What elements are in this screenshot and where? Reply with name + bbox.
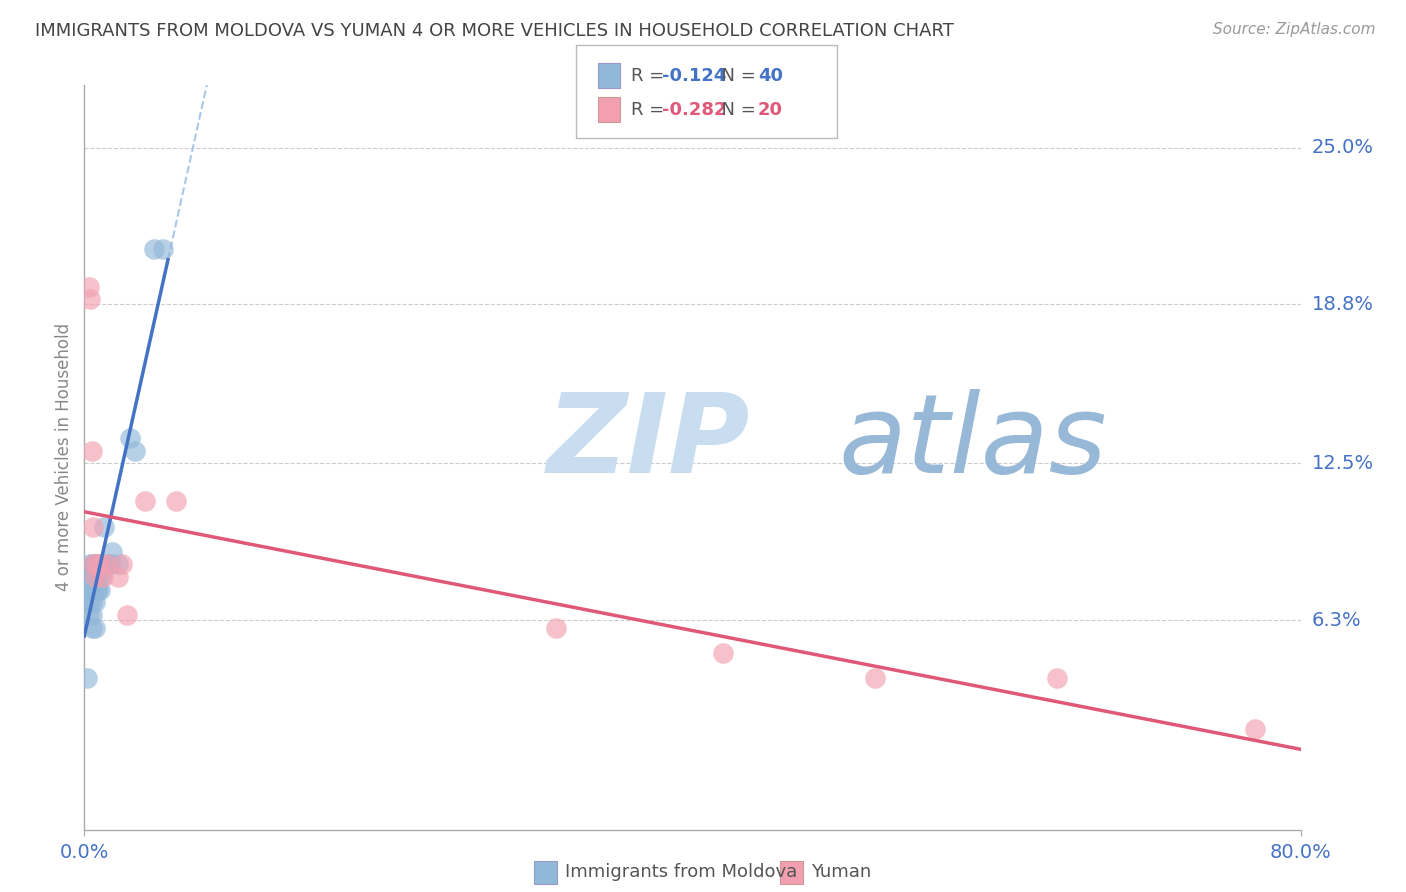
Text: Source: ZipAtlas.com: Source: ZipAtlas.com (1212, 22, 1375, 37)
Text: R =: R = (631, 101, 671, 119)
Point (863, 671, 886, 685)
Point (82, 558, 104, 572)
Text: IMMIGRANTS FROM MOLDOVA VS YUMAN 4 OR MORE VEHICLES IN HOUSEHOLD CORRELATION CHA: IMMIGRANTS FROM MOLDOVA VS YUMAN 4 OR MO… (35, 22, 955, 40)
Point (86, 558, 108, 572)
Point (80, 582, 103, 597)
Point (87, 582, 110, 597)
Text: 18.8%: 18.8% (1312, 295, 1374, 314)
Text: 25.0%: 25.0% (1312, 138, 1374, 157)
Point (98, 558, 121, 572)
Text: N =: N = (710, 101, 762, 119)
Point (115, 607, 138, 622)
Point (89, 558, 111, 572)
Text: Immigrants from Moldova: Immigrants from Moldova (565, 863, 797, 881)
Point (82, 582, 104, 597)
Point (124, 443, 146, 458)
Point (79, 582, 101, 597)
Point (89, 582, 111, 597)
Point (79, 570, 101, 584)
Point (91, 558, 114, 572)
Point (143, 242, 166, 256)
Text: 12.5%: 12.5% (1312, 454, 1374, 473)
Point (711, 646, 734, 660)
Point (84, 570, 107, 584)
Point (82, 519, 104, 533)
Point (165, 494, 187, 508)
Text: 40: 40 (758, 67, 783, 85)
Point (90, 570, 112, 584)
Point (118, 431, 141, 445)
Point (152, 242, 174, 256)
Text: N =: N = (710, 67, 762, 85)
Point (79, 293, 101, 307)
Point (80, 607, 103, 622)
Point (82, 570, 104, 584)
Point (97, 558, 120, 572)
Point (544, 621, 567, 635)
Point (80, 570, 103, 584)
Point (134, 494, 156, 508)
Text: 6.3%: 6.3% (1312, 610, 1361, 630)
Point (77, 607, 100, 622)
Point (82, 558, 104, 572)
Point (76, 582, 98, 597)
Point (76, 671, 98, 685)
Point (86, 582, 108, 597)
Point (107, 570, 129, 584)
Point (91, 570, 114, 584)
Text: -0.124: -0.124 (662, 67, 727, 85)
Point (84, 595, 107, 609)
Point (80, 621, 103, 635)
Point (111, 558, 134, 572)
Point (89, 558, 111, 572)
Point (96, 558, 118, 572)
Point (86, 570, 108, 584)
Point (77, 279, 100, 293)
Point (80, 595, 103, 609)
Point (84, 570, 107, 584)
Point (1046, 671, 1069, 685)
Point (77, 570, 100, 584)
Text: atlas: atlas (838, 389, 1107, 496)
Point (100, 545, 122, 559)
Point (79, 558, 101, 572)
Point (84, 558, 107, 572)
Point (87, 570, 110, 584)
Point (107, 558, 129, 572)
Point (84, 621, 107, 635)
Point (86, 558, 108, 572)
Point (80, 443, 103, 458)
Text: -0.282: -0.282 (662, 101, 727, 119)
Text: 20: 20 (758, 101, 783, 119)
Text: ZIP: ZIP (547, 389, 749, 496)
Point (77, 582, 100, 597)
Point (93, 519, 115, 533)
Point (77, 595, 100, 609)
Point (1244, 722, 1267, 736)
Text: R =: R = (631, 67, 671, 85)
Y-axis label: 4 or more Vehicles in Household: 4 or more Vehicles in Household (55, 323, 73, 591)
Text: Yuman: Yuman (811, 863, 872, 881)
Point (84, 582, 107, 597)
